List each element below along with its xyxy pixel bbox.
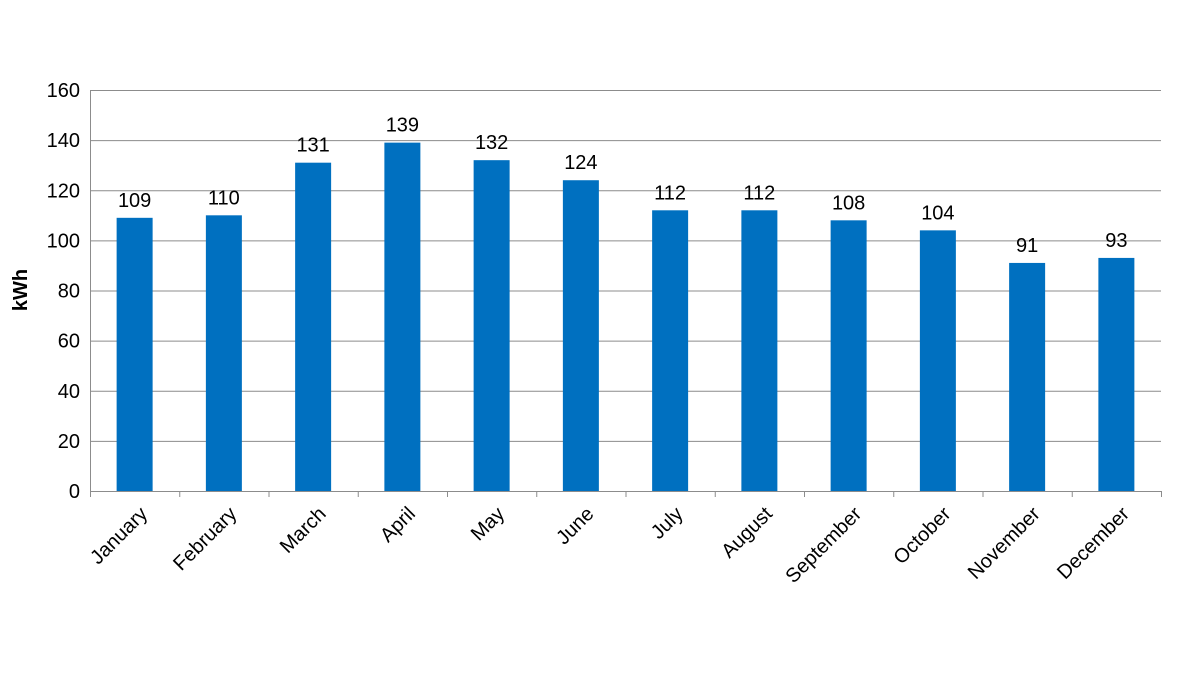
data-label-september: 108 [832, 192, 865, 214]
x-tick-label-april: April [376, 503, 420, 547]
x-tick-label-august: August [717, 503, 777, 563]
bar-september [830, 220, 867, 491]
y-tick-label: 100 [47, 230, 80, 252]
x-axis-categories: January February March April May June July Augu… [86, 503, 1134, 588]
bar-october [919, 230, 956, 491]
x-tick-label-march: March [276, 503, 331, 558]
bar-august [741, 210, 778, 492]
bar-april [384, 142, 421, 491]
data-label-march: 131 [296, 135, 329, 157]
x-tick-label-november: November [964, 503, 1045, 584]
data-label-november: 91 [1016, 235, 1038, 257]
data-label-july: 112 [654, 182, 686, 204]
y-tick-label: 60 [58, 331, 80, 353]
data-label-december: 93 [1105, 230, 1127, 252]
y-axis-label: kWh [10, 269, 32, 311]
data-labels: 109 110 131 139 132 124 112 112 108 104 91 93 [118, 115, 1128, 257]
data-label-october: 104 [921, 202, 954, 224]
x-tick-label-december: December [1053, 503, 1134, 584]
data-label-january: 109 [118, 190, 151, 212]
bar-may [473, 160, 510, 492]
x-tick-label-october: October [890, 503, 956, 569]
y-tick-label: 120 [47, 180, 80, 202]
data-label-april: 139 [386, 115, 419, 137]
bar-july [652, 210, 689, 492]
x-tick-label-february: February [169, 503, 241, 575]
bar-march [295, 162, 332, 491]
x-tick-label-september: September [781, 503, 866, 588]
axes [90, 90, 1162, 497]
bars [116, 142, 1135, 492]
data-label-may: 132 [475, 132, 508, 154]
data-label-august: 112 [743, 182, 775, 204]
x-tick-label-july: July [647, 503, 688, 544]
y-tick-label: 40 [58, 381, 80, 403]
y-tick-label: 140 [47, 130, 80, 152]
bar-november [1009, 262, 1046, 491]
x-tick-label-june: June [552, 503, 598, 549]
x-tick-label-january: January [86, 503, 152, 569]
data-label-february: 110 [208, 187, 240, 209]
gridlines [90, 90, 1161, 442]
y-tick-label: 160 [47, 80, 80, 102]
bar-february [205, 215, 242, 491]
y-tick-label: 20 [58, 431, 80, 453]
y-tick-label: 80 [58, 281, 80, 303]
bar-june [562, 180, 599, 491]
data-label-june: 124 [564, 152, 597, 174]
y-tick-label: 0 [69, 481, 80, 503]
bar-december [1098, 257, 1135, 491]
bar-january [116, 217, 153, 491]
x-tick-label-may: May [467, 503, 509, 545]
y-axis-ticks: 0 20 40 60 80 100 120 140 160 [47, 80, 80, 503]
